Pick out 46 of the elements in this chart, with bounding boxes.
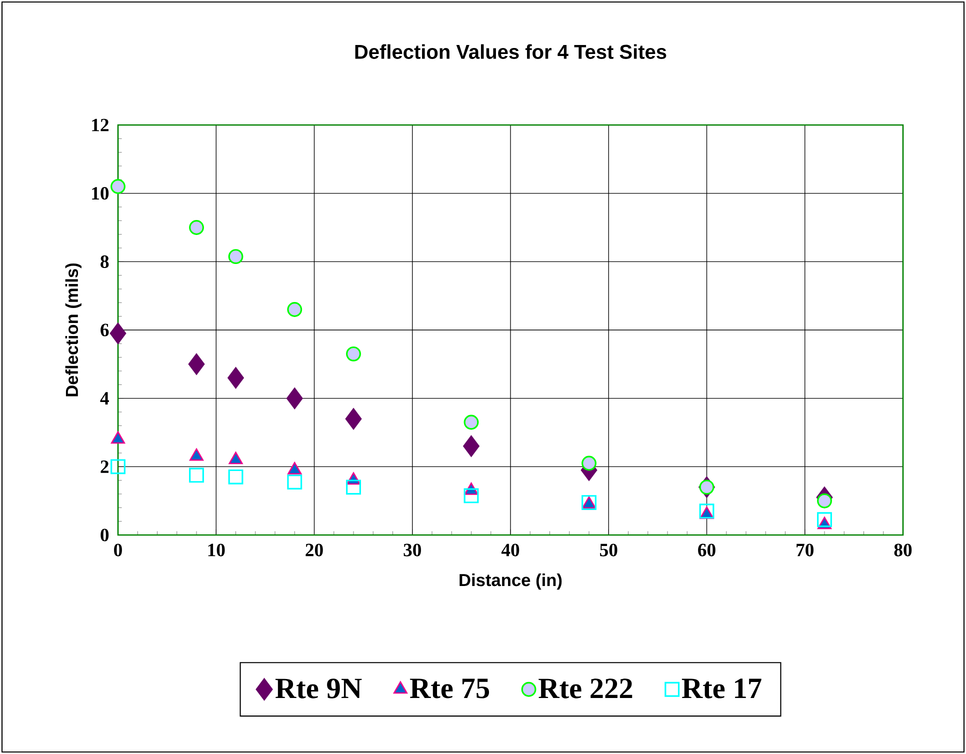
point: [227, 366, 244, 389]
x-tick-label: 80: [894, 544, 912, 556]
point: [346, 480, 361, 495]
y-tick-label: 0: [100, 528, 109, 542]
y-tick-label: 8: [100, 255, 109, 268]
point: [189, 220, 204, 235]
legend-label: Rte 75: [410, 678, 490, 698]
y-tick-label: 4: [100, 392, 109, 404]
point: [346, 346, 361, 362]
x-tick-label: 50: [600, 544, 618, 556]
point: [699, 480, 714, 495]
point: [287, 302, 302, 317]
x-tick-label: 10: [208, 544, 225, 556]
point: [188, 353, 205, 376]
point: [286, 387, 303, 410]
x-tick-label: 30: [404, 544, 421, 556]
point: [228, 469, 244, 484]
point: [817, 493, 832, 508]
point: [228, 249, 244, 264]
point: [582, 456, 596, 471]
y-tick-label: 12: [92, 118, 108, 132]
point: [462, 435, 480, 458]
point: [110, 179, 126, 194]
x-tick-label: 20: [306, 544, 323, 556]
y-tick-label: 6: [100, 324, 109, 336]
point: [464, 414, 479, 430]
y-tick-label: 2: [100, 460, 108, 473]
legend-label: Rte 9N: [275, 678, 362, 698]
point: [699, 504, 714, 519]
point: [464, 488, 479, 504]
point: [110, 322, 126, 344]
legend-label: Rte 222: [538, 678, 632, 698]
x-tick-label: 0: [114, 544, 122, 556]
point: [189, 468, 204, 483]
x-tick-label: 70: [796, 544, 814, 556]
x-tick-label: 60: [698, 544, 716, 556]
x-tick-label: 40: [501, 544, 520, 556]
y-axis-title: Deflection (mils): [65, 263, 82, 396]
point: [287, 474, 302, 490]
point: [345, 408, 362, 430]
legend-label: Rte 17: [682, 678, 762, 698]
x-axis-title: Distance (in): [460, 573, 562, 590]
chart-title: Deflection Values for 4 Test Sites: [355, 44, 666, 59]
point: [817, 512, 832, 528]
point: [110, 459, 126, 474]
y-tick-label: 10: [92, 187, 109, 200]
